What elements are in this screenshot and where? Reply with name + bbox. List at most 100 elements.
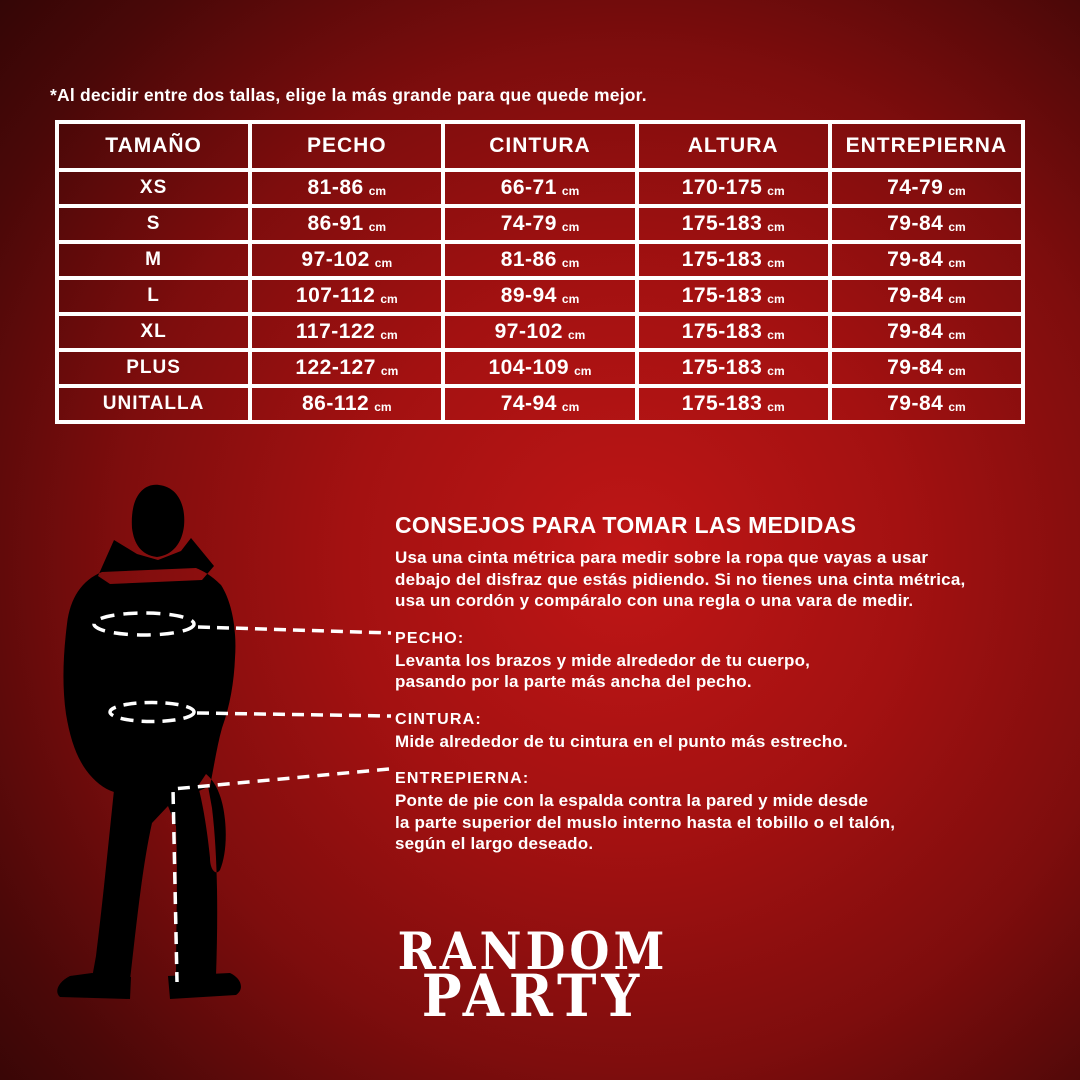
unit-label: cm (380, 328, 398, 342)
col-header-height: ALTURA (634, 120, 832, 172)
table-row: PLUS 122-127 cm 104-109 cm 175-183 cm 79-84… (54, 348, 1026, 388)
unit-label: cm (380, 292, 398, 306)
measure-value: 175-183 (681, 212, 763, 235)
tips-title: CONSEJOS PARA TOMAR LAS MEDIDAS (395, 512, 857, 538)
inseam-tip-line: la parte superior del muslo interno hast… (395, 812, 896, 832)
measure-cell: 175-183 cm (634, 240, 832, 280)
measure-cell: 74-94 cm (441, 384, 639, 424)
unit-label: cm (767, 364, 785, 378)
measure-cell: 175-183 cm (634, 348, 832, 388)
unit-label: cm (368, 184, 387, 198)
measure-value: 81-86 (307, 176, 364, 199)
measure-cell: 104-109 cm (441, 348, 639, 388)
inseam-tip-label: ENTREPIERNA: (395, 770, 530, 787)
intro-line: debajo del disfraz que estás pidiendo. S… (395, 569, 966, 589)
measure-value: 79-84 (887, 320, 944, 343)
measure-cell: 74-79 cm (441, 204, 639, 244)
size-label: S (54, 204, 253, 244)
size-label: PLUS (54, 348, 253, 388)
unit-label: cm (948, 400, 966, 414)
unit-label: cm (767, 220, 785, 234)
measure-cell: 175-183 cm (634, 312, 832, 352)
measure-value: 175-183 (681, 248, 763, 271)
header-row: TAMAÑO PECHO CINTURA ALTURA ENTREPIERNA (54, 120, 1026, 172)
measure-cell: 79-84 cm (827, 312, 1026, 352)
measure-value: 66-71 (500, 176, 557, 199)
unit-label: cm (368, 220, 387, 234)
chest-tip: PECHO: Levanta los brazos y mide alreded… (395, 629, 970, 693)
unit-label: cm (767, 292, 785, 306)
measure-value: 79-84 (887, 248, 944, 271)
unit-label: cm (561, 220, 580, 234)
unit-label: cm (948, 220, 966, 234)
measure-value: 104-109 (488, 356, 570, 379)
measure-cell: 122-127 cm (248, 348, 446, 388)
measure-cell: 79-84 cm (827, 348, 1026, 388)
measure-cell: 79-84 cm (827, 276, 1026, 316)
measure-cell: 175-183 cm (634, 204, 832, 244)
measuring-tips: CONSEJOS PARA TOMAR LAS MEDIDAS Usa una … (395, 512, 970, 855)
logo-text-party: PARTY (421, 961, 645, 1031)
measure-value: 79-84 (887, 356, 944, 379)
size-label: L (54, 276, 253, 316)
measure-cell: 117-122 cm (248, 312, 446, 352)
col-header-chest: PECHO (248, 120, 446, 172)
unit-label: cm (574, 364, 592, 378)
col-header-inseam: ENTREPIERNA (827, 120, 1026, 172)
measure-value: 175-183 (681, 320, 763, 343)
measure-cell: 97-102 cm (248, 240, 446, 280)
unit-label: cm (767, 256, 785, 270)
measure-value: 81-86 (500, 248, 557, 271)
sizing-note: *Al decidir entre dos tallas, elige la m… (50, 85, 647, 105)
unit-label: cm (561, 184, 580, 198)
measure-cell: 81-86 cm (441, 240, 639, 280)
unit-label: cm (948, 292, 966, 306)
measure-value: 86-112 (301, 392, 370, 415)
measure-value: 74-79 (500, 212, 557, 235)
unit-label: cm (767, 328, 785, 342)
size-label: M (54, 240, 253, 280)
logo-text-random: RANDOM (397, 920, 669, 982)
unit-label: cm (948, 184, 966, 198)
unit-label: cm (948, 364, 966, 378)
measure-cell: 74-79 cm (827, 168, 1026, 208)
inseam-tip-line: Ponte de pie con la espalda contra la pa… (395, 791, 869, 810)
measure-cell: 81-86 cm (248, 168, 446, 208)
measure-value: 170-175 (681, 176, 763, 199)
measure-cell: 86-91 cm (248, 204, 446, 244)
measure-value: 175-183 (681, 356, 763, 379)
waist-tip: CINTURA: Mide alrededor de tu cintura en… (395, 710, 970, 753)
measure-value: 79-84 (887, 284, 944, 307)
intro-line: Usa una cinta métrica para medir sobre l… (395, 548, 929, 567)
chest-tip-line: pasando por la parte más ancha del pecho… (395, 672, 752, 691)
table-row: S 86-91 cm 74-79 cm 175-183 cm 79-84 cm (54, 204, 1026, 244)
measure-cell: 79-84 cm (827, 204, 1026, 244)
measure-cell: 170-175 cm (634, 168, 832, 208)
unit-label: cm (948, 328, 966, 342)
waist-tip-label: CINTURA: (395, 710, 482, 728)
waist-tip-line: Mide alrededor de tu cintura en el punto… (395, 731, 848, 751)
tips-intro: Usa una cinta métrica para medir sobre l… (395, 547, 970, 612)
table-row: M 97-102 cm 81-86 cm 175-183 cm 79-84 cm (54, 240, 1026, 280)
measure-value: 89-94 (500, 284, 557, 307)
measure-value: 107-112 (295, 284, 376, 307)
measure-value: 117-122 (295, 320, 376, 343)
measure-value: 74-79 (887, 176, 944, 199)
unit-label: cm (767, 400, 785, 414)
table-row: XS 81-86 cm 66-71 cm 170-175 cm 74-79 cm (54, 168, 1026, 208)
measure-value: 97-102 (494, 320, 563, 343)
measure-value: 86-91 (307, 212, 364, 235)
unit-label: cm (380, 364, 399, 378)
table-row: XL 117-122 cm 97-102 cm 175-183 cm 79-84 cm (54, 312, 1026, 352)
unit-label: cm (561, 400, 580, 414)
brand-logo: RANDOM PARTY (0, 920, 1066, 1031)
table-row: UNITALLA 86-112 cm 74-94 cm 175-183 cm 79-8… (54, 384, 1026, 424)
measure-value: 97-102 (301, 248, 370, 271)
size-chart-table: TAMAÑO PECHO CINTURA ALTURA ENTREPIERNA … (54, 120, 1026, 424)
table-row: L 107-112 cm 89-94 cm 175-183 cm 79-84 cm (54, 276, 1026, 316)
unit-label: cm (767, 184, 785, 198)
size-label: UNITALLA (54, 384, 253, 424)
col-header-size: TAMAÑO (54, 120, 253, 172)
unit-label: cm (567, 328, 586, 342)
